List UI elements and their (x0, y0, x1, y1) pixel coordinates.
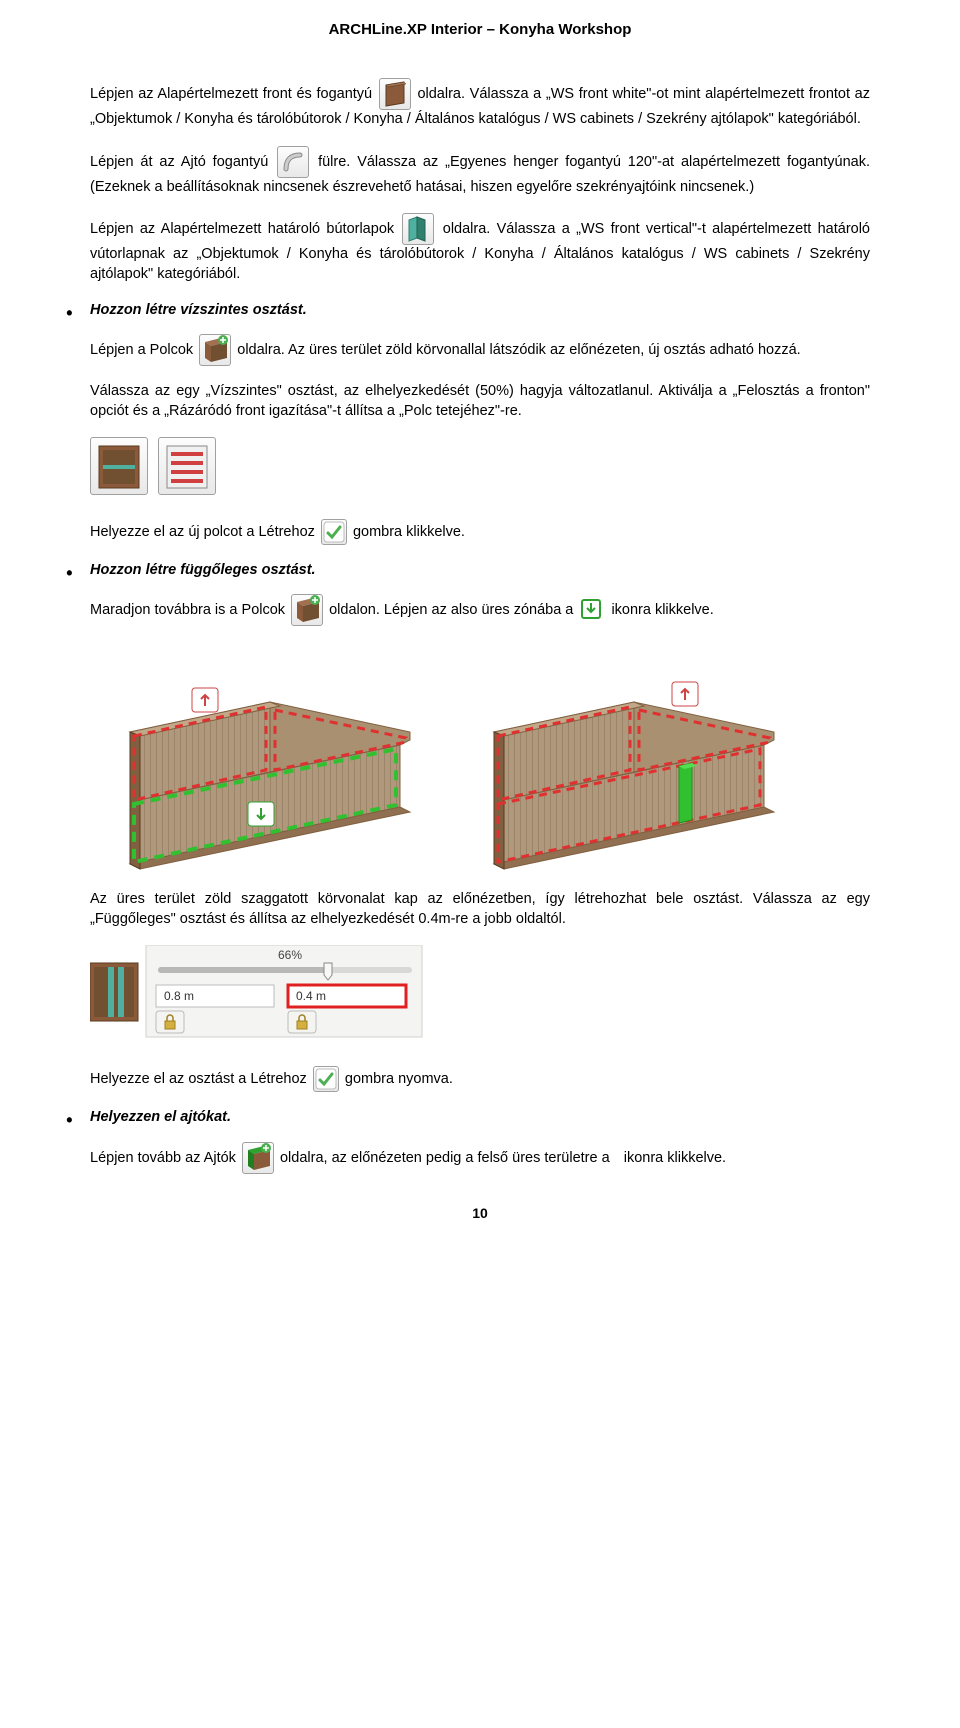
para-3: Lépjen az Alapértelmezett határoló bútor… (90, 213, 870, 284)
para-7: Maradjon továbbra is a Polcok oldalon. L… (90, 594, 870, 626)
para-10b: oldalra, az előnézeten pedig a felső üre… (280, 1149, 614, 1165)
para-6a: Helyezze el az új polcot a Létrehoz (90, 524, 319, 540)
para-1: Lépjen az Alapértelmezett front és fogan… (90, 78, 870, 130)
para-4a: Lépjen a Polcok (90, 342, 197, 358)
handle-icon (277, 146, 309, 178)
cabinet-figures (90, 642, 870, 872)
para-7b: oldalon. Lépjen az also üres zónába a (329, 602, 577, 618)
para-10c: ikonra klikkelve. (624, 1149, 726, 1165)
front-panel-icon (379, 78, 411, 110)
para-5: Válassza az egy „Vízszintes" osztást, az… (90, 382, 870, 421)
zone-enter-icon (579, 597, 605, 623)
para-10: Lépjen tovább az Ajtók oldalra, az előné… (90, 1142, 870, 1174)
para-7c: ikonra klikkelve. (611, 602, 713, 618)
para-9b: gombra nyomva. (345, 1071, 453, 1087)
cabinet-icons-row (90, 437, 870, 501)
shelves-icon-2 (291, 594, 323, 626)
para-8: Az üres terület zöld szaggatott körvonal… (90, 890, 870, 929)
create-check-icon-2 (313, 1066, 339, 1092)
slider-pct: 66% (278, 948, 302, 962)
para-6: Helyezze el az új polcot a Létrehoz gomb… (90, 519, 870, 545)
para-7a: Maradjon továbbra is a Polcok (90, 602, 289, 618)
para-4b: oldalra. Az üres terület zöld körvonalla… (237, 342, 800, 358)
slider-left-val: 0.8 m (164, 989, 194, 1003)
para-1a: Lépjen az Alapértelmezett front és fogan… (90, 86, 377, 102)
page-number: 10 (90, 1204, 870, 1223)
para-9: Helyezze el az osztást a Létrehoz gombra… (90, 1066, 870, 1092)
para-6b: gombra klikkelve. (353, 524, 465, 540)
section-horizontal: Hozzon létre vízszintes osztást. (90, 301, 870, 321)
para-2a: Lépjen át az Ajtó fogantyú (90, 154, 275, 170)
para-2: Lépjen át az Ajtó fogantyú fülre. Válass… (90, 146, 870, 198)
cabinet-figure-left (90, 642, 450, 872)
para-9a: Helyezze el az osztást a Létrehoz (90, 1071, 311, 1087)
shelves-icon (199, 334, 231, 366)
section-doors: Helyezzen el ajtókat. (90, 1108, 870, 1128)
cabinet-red-shelves-icon (158, 437, 216, 495)
boundary-panel-icon (402, 213, 434, 245)
para-3a: Lépjen az Alapértelmezett határoló bútor… (90, 221, 400, 237)
create-check-icon (321, 519, 347, 545)
doors-icon (242, 1142, 274, 1174)
page-header: ARCHLine.XP Interior – Konyha Workshop (90, 20, 870, 40)
cabinet-teal-shelf-icon (90, 437, 148, 495)
para-10a: Lépjen tovább az Ajtók (90, 1149, 240, 1165)
cabinet-figure-right (454, 642, 814, 872)
section-vertical: Hozzon létre függőleges osztást. (90, 561, 870, 581)
slider-figure: 66% 0.8 m 0.4 m (90, 945, 870, 1048)
para-4: Lépjen a Polcok oldalra. Az üres terület… (90, 334, 870, 366)
slider-right-val: 0.4 m (296, 989, 326, 1003)
